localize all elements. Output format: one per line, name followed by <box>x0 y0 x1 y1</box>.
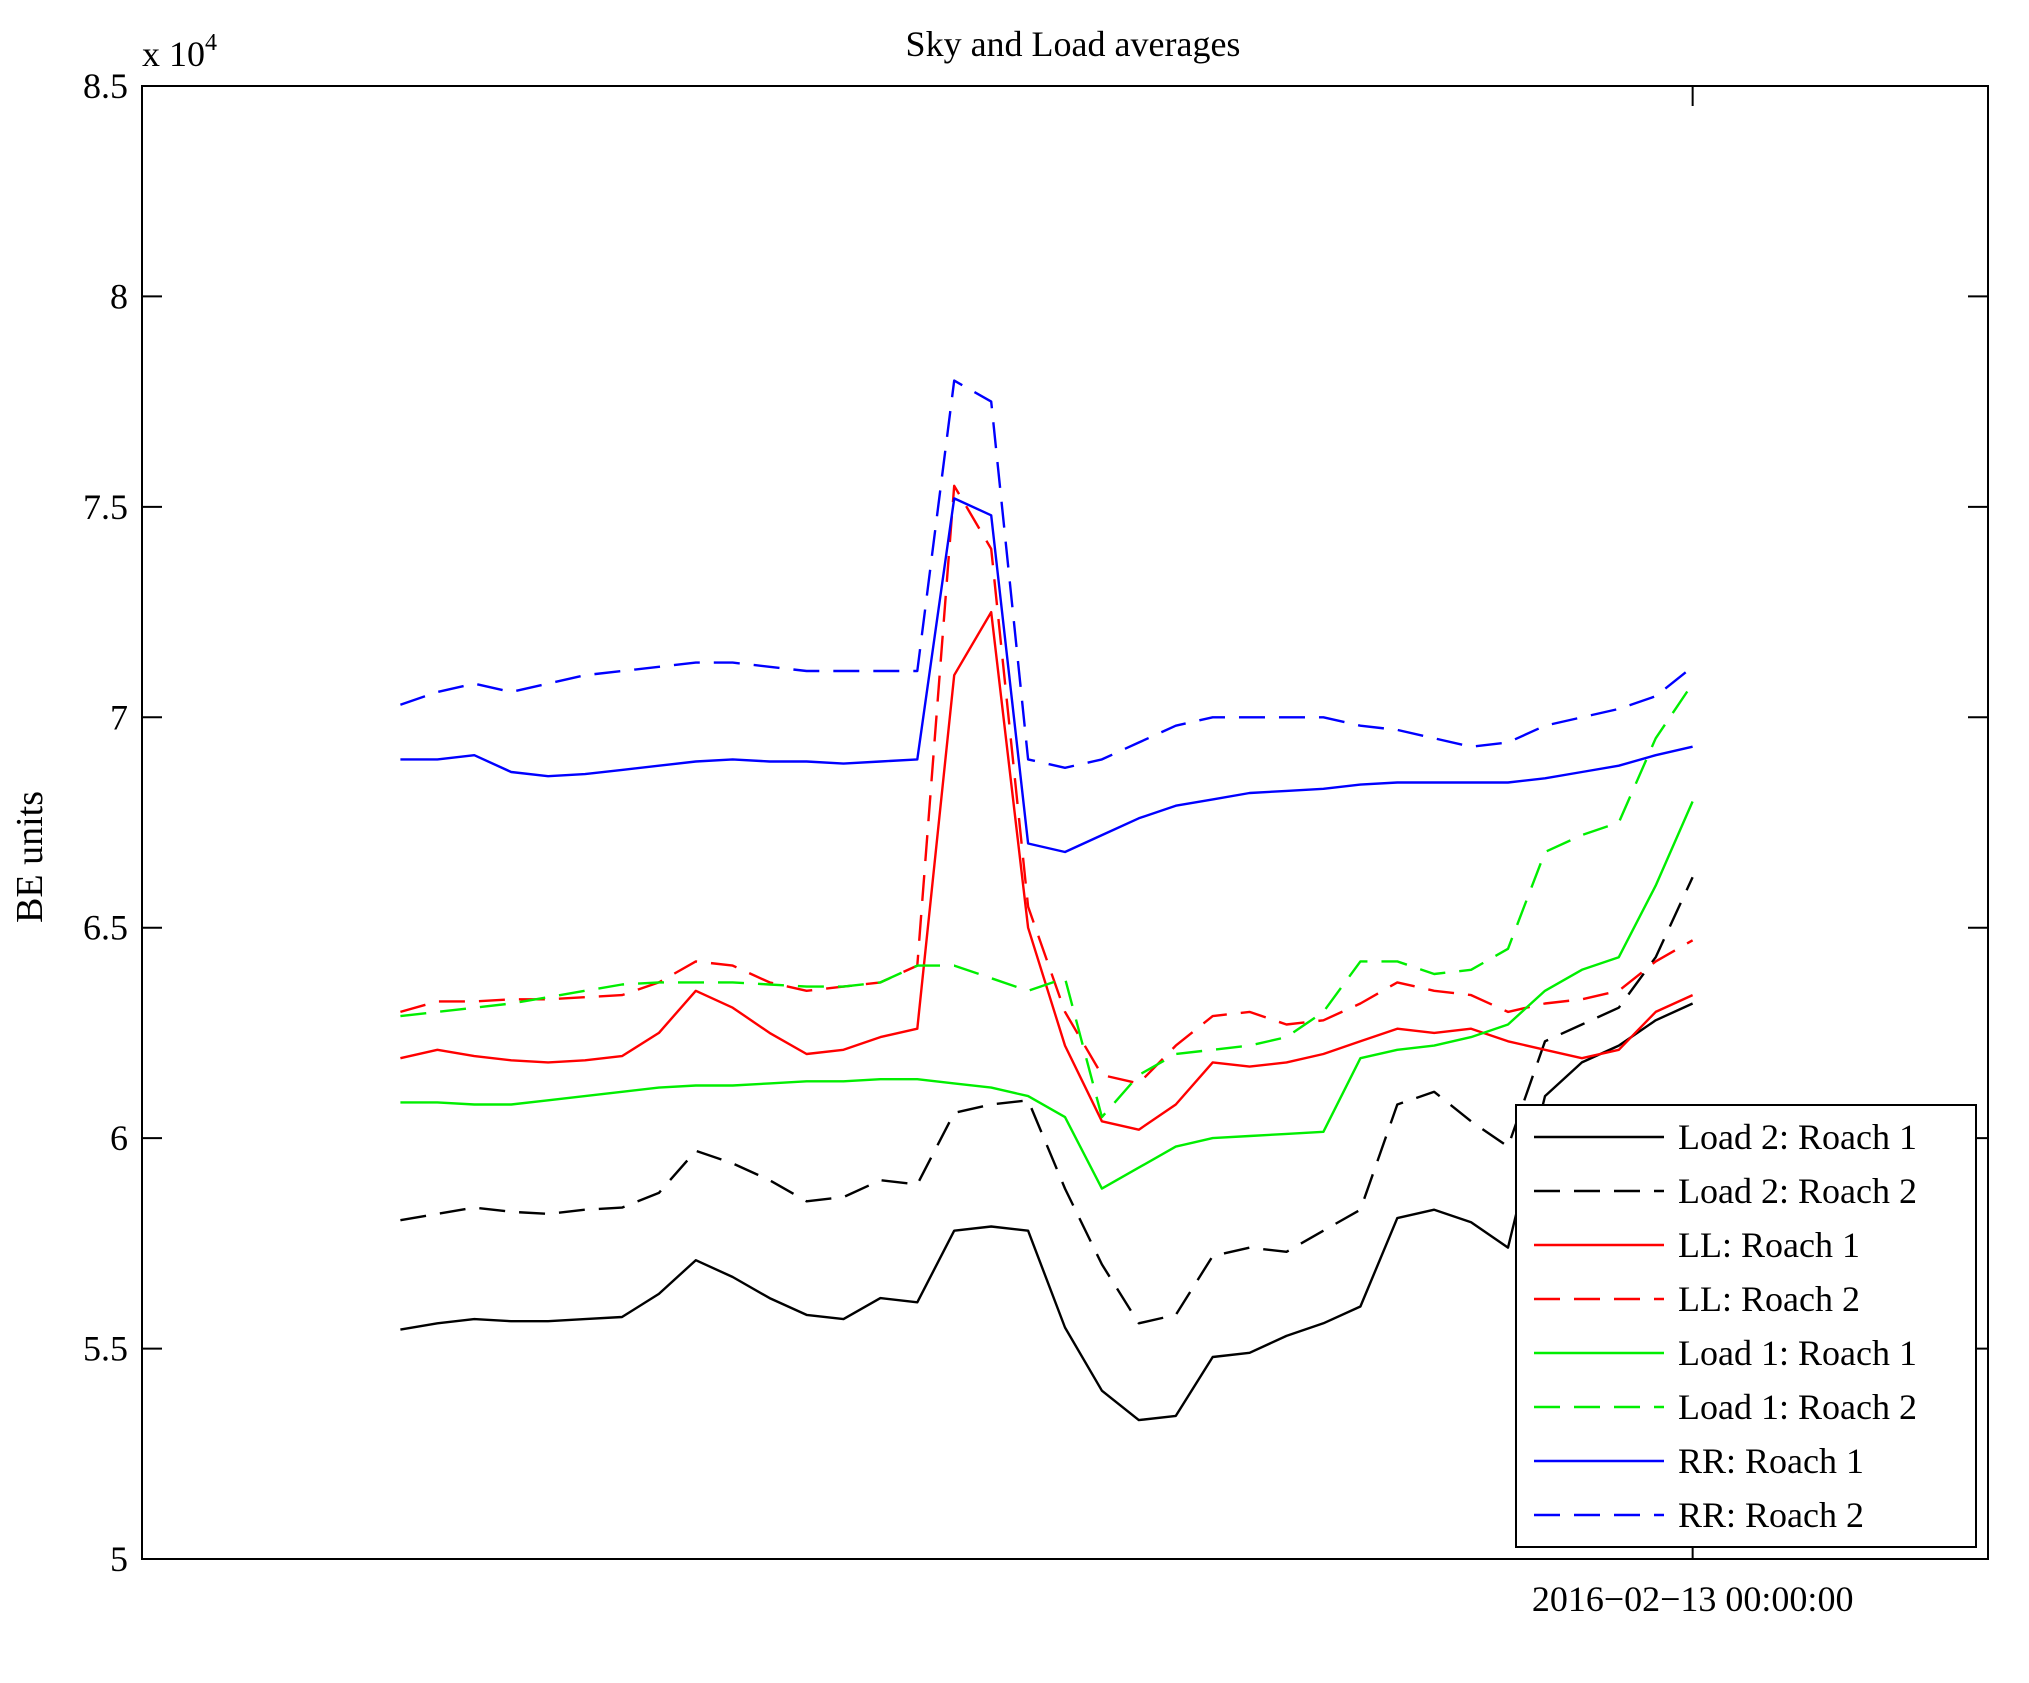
legend-entry: Load 2: Roach 2 <box>1678 1171 1917 1211</box>
y-tick-label: 8.5 <box>83 66 128 106</box>
series-line-5 <box>400 801 1694 1190</box>
y-tick-label: 5 <box>110 1539 128 1579</box>
legend-entry: LL: Roach 1 <box>1678 1225 1860 1265</box>
legend-entry: RR: Roach 2 <box>1678 1495 1864 1535</box>
series-line-6 <box>400 682 1694 1119</box>
legend-entry: Load 2: Roach 1 <box>1678 1117 1917 1157</box>
series-line-3 <box>400 610 1694 1131</box>
y-tick-label: 5.5 <box>83 1329 128 1369</box>
y-tick-label: 7 <box>110 697 128 737</box>
y-tick-label: 7.5 <box>83 487 128 527</box>
y-axis-label: BE units <box>9 791 51 923</box>
legend-entry: LL: Roach 2 <box>1678 1279 1860 1319</box>
y-exponent-base: x 10 <box>142 34 205 74</box>
series-line-2 <box>400 876 1694 1325</box>
svg-text:x 104: x 104 <box>142 30 217 74</box>
x-ticks: 2016−02−13 00:00:00 <box>1532 86 1854 1619</box>
plot-frame <box>141 85 1989 1560</box>
y-tick-label: 6 <box>110 1118 128 1158</box>
legend-entry: Load 1: Roach 2 <box>1678 1387 1917 1427</box>
chart-title: Sky and Load averages <box>906 24 1241 64</box>
series-line-4 <box>400 484 1694 1085</box>
y-ticks: 5 5.5 6 6.5 7 7.5 8 8.5 <box>83 66 1988 1579</box>
y-tick-label: 6.5 <box>83 908 128 948</box>
y-exponent-label: x 104 <box>142 30 217 74</box>
x-tick-label: 2016−02−13 00:00:00 <box>1532 1579 1854 1619</box>
y-exponent-power: 4 <box>205 30 217 56</box>
legend-box <box>1515 1104 1977 1548</box>
y-tick-label: 8 <box>110 276 128 316</box>
plot-lines <box>400 379 1694 1422</box>
legend-entry: RR: Roach 1 <box>1678 1441 1864 1481</box>
series-line-8 <box>400 379 1694 769</box>
series-line-1 <box>400 1002 1694 1422</box>
legend: Load 2: Roach 1 Load 2: Roach 2 LL: Roach … <box>1515 1104 1977 1548</box>
series-line-7 <box>400 497 1693 854</box>
legend-entry: Load 1: Roach 1 <box>1678 1333 1917 1373</box>
